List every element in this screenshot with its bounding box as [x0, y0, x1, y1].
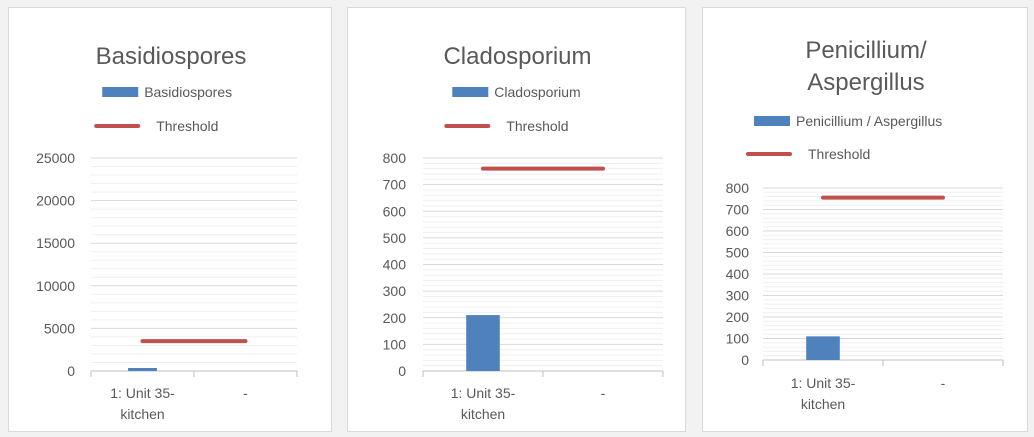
chart-card-penicillium-aspergillus: Penicillium/Aspergillus Penicillium / Asp…	[702, 7, 1028, 432]
x-category-label: 1: Unit 35-	[791, 375, 856, 391]
y-tick-label: 300	[383, 283, 407, 299]
cladosporium-chart: Cladosporium Cladosporium Threshold 0 100 200…	[383, 43, 664, 422]
legend-bar-swatch	[102, 87, 139, 97]
bar	[806, 336, 840, 360]
legend-label: Basidiospores	[144, 84, 232, 100]
chart-card-basidiospores: Basidiospores Basidiospores Threshold 0 5000…	[8, 7, 332, 432]
y-tick-label: 15000	[36, 235, 75, 251]
x-category-label: kitchen	[801, 396, 845, 412]
y-tick-label: 700	[726, 202, 750, 218]
legend-bar-swatch	[754, 116, 790, 126]
y-tick-label: 800	[726, 180, 750, 196]
x-category-label: 1: Unit 35-	[451, 385, 516, 401]
bar	[128, 368, 157, 371]
chart-title: Aspergillus	[807, 69, 924, 96]
legend-label: Threshold	[506, 118, 568, 134]
y-tick-label: 0	[67, 363, 75, 379]
y-tick-label: 500	[726, 245, 750, 261]
y-tick-label: 20000	[36, 193, 75, 209]
y-tick-label: 0	[398, 363, 406, 379]
legend-label: Penicillium / Aspergillus	[796, 113, 942, 129]
y-tick-label: 600	[383, 203, 407, 219]
legend-bar-swatch	[452, 87, 489, 97]
y-tick-label: 5000	[44, 320, 75, 336]
x-category-label: kitchen	[120, 406, 164, 422]
x-category-label: -	[601, 385, 606, 401]
y-tick-label: 25000	[36, 150, 75, 166]
y-tick-label: 600	[726, 223, 750, 239]
y-tick-label: 300	[726, 288, 750, 304]
chart-card-cladosporium: Cladosporium Cladosporium Threshold 0 100 200…	[347, 7, 686, 432]
chart-title: Cladosporium	[443, 43, 591, 70]
x-category-label: -	[941, 375, 946, 391]
y-tick-label: 400	[383, 257, 407, 273]
y-tick-label: 800	[383, 150, 407, 166]
y-tick-label: 200	[383, 310, 407, 326]
y-tick-label: 100	[726, 331, 750, 347]
x-category-label: kitchen	[461, 406, 505, 422]
y-tick-label: 200	[726, 309, 750, 325]
chart-title: Basidiospores	[96, 43, 247, 70]
y-tick-label: 700	[383, 177, 407, 193]
y-tick-label: 500	[383, 230, 407, 246]
y-tick-label: 400	[726, 266, 750, 282]
basidiospores-chart: Basidiospores Basidiospores Threshold 0 5000…	[36, 43, 298, 422]
penicillium-aspergillus-chart: Penicillium/Aspergillus Penicillium / Asp…	[726, 37, 1004, 412]
bar	[466, 315, 500, 371]
legend-label: Threshold	[808, 146, 870, 162]
y-tick-label: 100	[383, 336, 407, 352]
y-tick-label: 10000	[36, 278, 75, 294]
legend-label: Threshold	[156, 118, 218, 134]
x-category-label: 1: Unit 35-	[110, 385, 175, 401]
y-tick-label: 0	[741, 352, 749, 368]
x-category-label: -	[243, 385, 248, 401]
chart-title: Penicillium/	[805, 37, 927, 64]
legend-label: Cladosporium	[494, 84, 580, 100]
